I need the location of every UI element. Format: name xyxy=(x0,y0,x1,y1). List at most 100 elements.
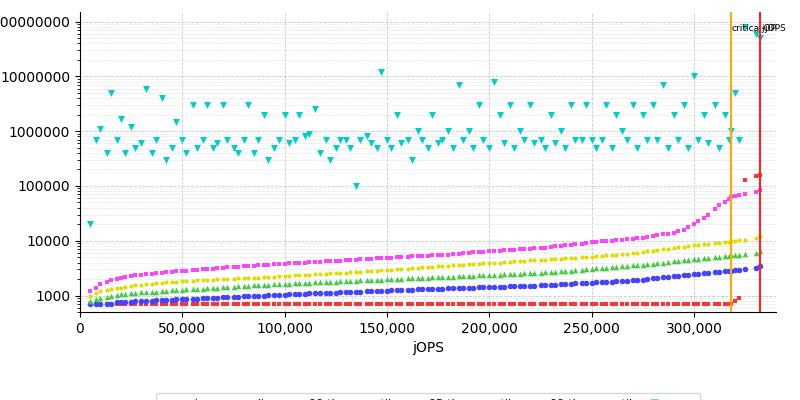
90-th percentile xyxy=(682,256,694,263)
95-th percentile xyxy=(231,275,244,282)
max xyxy=(554,128,567,134)
90-th percentile xyxy=(303,280,316,286)
95-th percentile xyxy=(630,250,643,256)
99-th percentile xyxy=(586,239,598,246)
max xyxy=(446,144,459,151)
99-th percentile xyxy=(350,256,362,263)
95-th percentile xyxy=(258,274,270,280)
min xyxy=(487,301,500,307)
99-th percentile xyxy=(135,272,148,278)
95-th percentile xyxy=(415,264,428,271)
99-th percentile xyxy=(262,262,274,268)
95-th percentile xyxy=(426,264,438,270)
99-th percentile xyxy=(558,242,571,248)
99-th percentile xyxy=(166,269,178,275)
99-th percentile xyxy=(466,249,479,256)
95-th percentile xyxy=(725,238,738,244)
median xyxy=(406,286,418,293)
median xyxy=(498,283,510,290)
min xyxy=(626,301,639,307)
max xyxy=(350,183,362,189)
max xyxy=(323,157,336,163)
median xyxy=(242,293,254,300)
99-th percentile xyxy=(319,258,332,264)
max xyxy=(262,157,274,163)
median xyxy=(190,295,203,302)
max xyxy=(507,144,520,151)
median xyxy=(494,284,506,290)
90-th percentile xyxy=(180,286,193,293)
95-th percentile xyxy=(186,278,199,284)
min xyxy=(586,301,598,307)
99-th percentile xyxy=(170,268,182,275)
median xyxy=(278,291,291,298)
median xyxy=(651,275,664,281)
min xyxy=(364,301,377,307)
median xyxy=(708,269,721,276)
90-th percentile xyxy=(268,281,281,288)
min xyxy=(268,301,281,307)
99-th percentile xyxy=(94,281,107,288)
min xyxy=(610,301,622,307)
95-th percentile xyxy=(610,251,622,258)
min xyxy=(176,301,189,307)
min xyxy=(125,301,138,307)
95-th percentile xyxy=(565,255,578,261)
median xyxy=(298,290,311,297)
median xyxy=(159,297,172,304)
95-th percentile xyxy=(538,256,551,263)
min xyxy=(569,301,582,307)
max xyxy=(739,24,752,30)
90-th percentile xyxy=(139,289,152,295)
min xyxy=(575,301,588,307)
max xyxy=(651,136,664,143)
90-th percentile xyxy=(641,261,654,268)
min xyxy=(462,301,475,307)
95-th percentile xyxy=(498,259,510,265)
min xyxy=(579,301,592,307)
median xyxy=(436,285,449,292)
min xyxy=(558,301,571,307)
95-th percentile xyxy=(641,248,654,254)
median xyxy=(354,288,367,295)
min xyxy=(426,301,438,307)
median xyxy=(272,292,285,298)
min xyxy=(278,301,291,307)
90-th percentile xyxy=(258,282,270,288)
median xyxy=(426,286,438,292)
99-th percentile xyxy=(282,260,295,267)
95-th percentile xyxy=(558,255,571,261)
median xyxy=(114,299,127,306)
95-th percentile xyxy=(381,267,394,273)
min xyxy=(309,301,322,307)
median xyxy=(646,275,659,282)
90-th percentile xyxy=(118,290,131,297)
90-th percentile xyxy=(462,273,475,279)
95-th percentile xyxy=(406,265,418,272)
90-th percentile xyxy=(651,260,664,266)
min xyxy=(201,301,214,307)
90-th percentile xyxy=(466,272,479,279)
99-th percentile xyxy=(258,262,270,268)
median xyxy=(579,280,592,286)
max xyxy=(242,102,254,108)
max xyxy=(114,115,127,122)
median xyxy=(258,292,270,299)
99-th percentile xyxy=(637,234,650,241)
min xyxy=(170,301,182,307)
99-th percentile xyxy=(749,189,762,195)
median xyxy=(289,291,302,297)
max xyxy=(754,35,766,41)
median xyxy=(139,298,152,304)
99-th percentile xyxy=(159,269,172,276)
99-th percentile xyxy=(725,194,738,200)
max xyxy=(395,140,408,146)
median xyxy=(565,280,578,287)
median xyxy=(606,278,618,285)
95-th percentile xyxy=(84,292,97,299)
90-th percentile xyxy=(646,260,659,267)
95-th percentile xyxy=(170,278,182,285)
95-th percentile xyxy=(360,268,373,274)
95-th percentile xyxy=(150,280,162,286)
99-th percentile xyxy=(146,270,158,277)
